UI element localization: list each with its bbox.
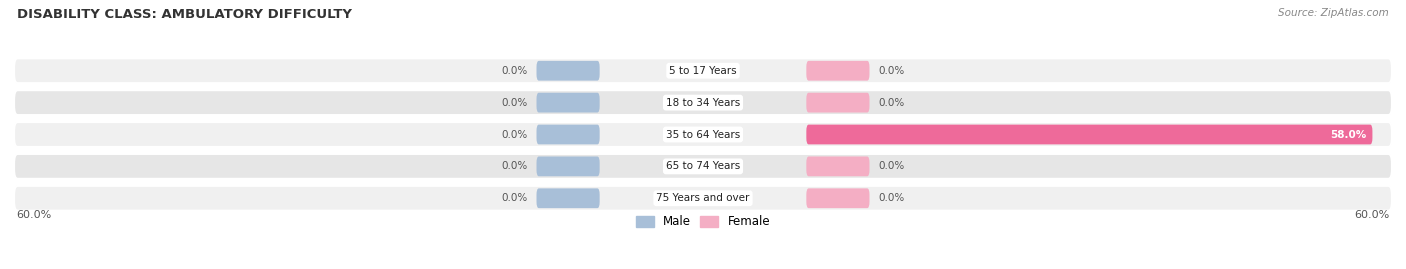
Text: 65 to 74 Years: 65 to 74 Years — [666, 161, 740, 171]
Text: 0.0%: 0.0% — [879, 161, 905, 171]
FancyBboxPatch shape — [14, 58, 1392, 83]
FancyBboxPatch shape — [537, 125, 599, 144]
FancyBboxPatch shape — [807, 125, 1372, 144]
FancyBboxPatch shape — [807, 188, 869, 208]
Text: 0.0%: 0.0% — [501, 98, 527, 108]
FancyBboxPatch shape — [807, 157, 869, 176]
FancyBboxPatch shape — [807, 93, 869, 112]
Text: 0.0%: 0.0% — [501, 161, 527, 171]
Text: 5 to 17 Years: 5 to 17 Years — [669, 66, 737, 76]
Text: 58.0%: 58.0% — [1330, 129, 1367, 140]
Text: 60.0%: 60.0% — [17, 210, 52, 220]
FancyBboxPatch shape — [14, 122, 1392, 147]
FancyBboxPatch shape — [537, 61, 599, 81]
FancyBboxPatch shape — [14, 90, 1392, 115]
Text: 60.0%: 60.0% — [1354, 210, 1389, 220]
Text: 0.0%: 0.0% — [501, 129, 527, 140]
FancyBboxPatch shape — [537, 188, 599, 208]
Text: 0.0%: 0.0% — [501, 193, 527, 203]
Text: Source: ZipAtlas.com: Source: ZipAtlas.com — [1278, 8, 1389, 18]
Text: 0.0%: 0.0% — [879, 98, 905, 108]
FancyBboxPatch shape — [807, 61, 869, 81]
FancyBboxPatch shape — [537, 157, 599, 176]
Text: 18 to 34 Years: 18 to 34 Years — [666, 98, 740, 108]
Text: 0.0%: 0.0% — [879, 193, 905, 203]
FancyBboxPatch shape — [14, 186, 1392, 211]
Text: DISABILITY CLASS: AMBULATORY DIFFICULTY: DISABILITY CLASS: AMBULATORY DIFFICULTY — [17, 8, 352, 21]
FancyBboxPatch shape — [14, 154, 1392, 179]
Legend: Male, Female: Male, Female — [636, 215, 770, 228]
FancyBboxPatch shape — [537, 93, 599, 112]
Text: 0.0%: 0.0% — [879, 66, 905, 76]
Text: 0.0%: 0.0% — [501, 66, 527, 76]
Text: 35 to 64 Years: 35 to 64 Years — [666, 129, 740, 140]
Text: 75 Years and over: 75 Years and over — [657, 193, 749, 203]
